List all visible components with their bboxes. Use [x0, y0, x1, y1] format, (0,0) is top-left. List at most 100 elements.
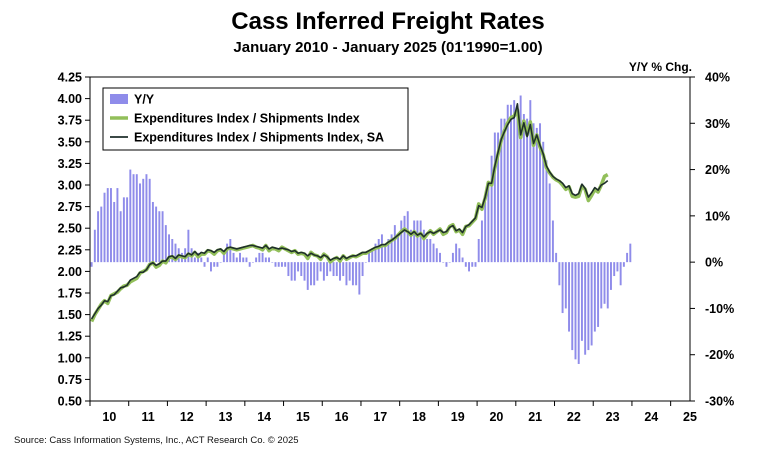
source-note: Source: Cass Information Systems, Inc., …: [14, 435, 299, 446]
yy-bar: [571, 262, 574, 351]
left-tick-label: 2.75: [58, 200, 82, 214]
x-tick-label: 14: [257, 410, 271, 424]
x-tick-label: 25: [683, 410, 697, 424]
yy-bar: [439, 252, 441, 263]
legend-label: Y/Y: [134, 93, 155, 107]
right-tick-label: 20%: [705, 163, 730, 177]
yy-bar: [271, 262, 274, 263]
yy-bar: [361, 262, 364, 277]
yy-bar: [493, 132, 496, 263]
yy-bar: [326, 262, 329, 277]
yy-bar: [274, 262, 277, 267]
yy-bar: [251, 262, 254, 263]
yy-bar: [129, 169, 132, 263]
yy-bar: [606, 262, 609, 309]
yy-bar: [277, 262, 280, 267]
left-tick-label: 3.00: [58, 179, 82, 193]
chart-subtitle: January 2010 - January 2025 (01'1990=1.0…: [233, 39, 543, 56]
yy-bar: [332, 262, 335, 277]
yy-bar: [116, 188, 119, 263]
yy-bar: [306, 262, 309, 290]
yy-bar: [145, 174, 148, 263]
yy-bar: [529, 100, 532, 263]
legend-label: Expenditures Index / Shipments Index: [134, 112, 360, 126]
yy-bar: [374, 243, 377, 263]
yy-bar: [174, 243, 177, 263]
yy-bar: [380, 234, 383, 263]
left-tick-label: 3.25: [58, 157, 82, 171]
yy-bar: [345, 262, 348, 286]
yy-bar: [142, 178, 145, 263]
yy-bar: [297, 262, 300, 272]
left-tick-label: 0.50: [58, 395, 82, 409]
yy-bar: [542, 141, 545, 263]
yy-bar: [503, 118, 506, 263]
yy-bar: [90, 262, 93, 267]
yy-bar: [577, 262, 580, 364]
yy-bar: [506, 104, 509, 263]
yy-bar: [164, 225, 167, 263]
yy-bar: [200, 257, 203, 263]
yy-bar: [539, 123, 541, 263]
yy-bar: [310, 262, 312, 286]
yy-bar: [206, 257, 209, 263]
yy-bar: [397, 234, 400, 263]
yy-bar: [280, 262, 283, 267]
yy-bar: [290, 262, 293, 281]
yy-bar: [122, 197, 125, 263]
yy-bar: [622, 262, 625, 267]
left-axis: 4.25 4.00 3.75 3.50 3.25 3.00 2.75 2.50 2.25 2.00…: [58, 71, 90, 409]
yy-bar: [168, 234, 170, 263]
right-tick-label: 30%: [705, 117, 730, 131]
x-tick-label: 13: [219, 410, 233, 424]
left-tick-label: 1.25: [58, 330, 82, 344]
right-axis-title: Y/Y % Chg.: [628, 60, 692, 74]
yy-bar: [93, 229, 96, 263]
x-tick-label: 11: [141, 410, 154, 424]
yy-bar: [603, 262, 606, 304]
yy-bar: [510, 104, 512, 263]
x-tick-label: 16: [335, 410, 349, 424]
right-tick-label: 40%: [705, 71, 730, 85]
yy-bar: [574, 262, 577, 360]
x-axis: 10 11 12 13 14 15 16 17 18 19 20 21 22 23 24 25: [89, 401, 697, 424]
right-tick-label: 10%: [705, 209, 730, 223]
yy-bar: [516, 104, 519, 263]
yy-bar: [113, 201, 116, 263]
yy-bar: [384, 243, 387, 263]
yy-bar: [464, 262, 467, 267]
x-tick-label: 18: [412, 410, 426, 424]
yy-bar: [451, 252, 454, 263]
yy-bar: [619, 262, 622, 286]
yy-bar: [377, 239, 380, 263]
yy-bar: [193, 257, 196, 263]
yy-bar: [555, 252, 558, 263]
yy-bar: [432, 243, 435, 263]
yy-bar: [158, 211, 161, 263]
left-tick-label: 4.25: [58, 71, 82, 85]
yy-bar: [313, 262, 316, 286]
yy-bar: [551, 220, 554, 263]
yy-bar: [545, 160, 548, 263]
yy-bar: [532, 123, 535, 263]
x-tick-label: 22: [567, 410, 581, 424]
legend-box: [102, 87, 409, 151]
yy-bar: [580, 262, 583, 341]
yy-bar: [419, 220, 422, 263]
legend-swatch-bar: [110, 94, 128, 104]
yy-bar: [406, 211, 409, 263]
x-tick-label: 24: [644, 410, 658, 424]
yy-bar: [403, 215, 406, 263]
index-lines: [89, 102, 609, 323]
yy-bar: [468, 262, 470, 272]
left-tick-label: 4.00: [58, 92, 82, 106]
yy-bar: [474, 262, 477, 267]
yy-bar: [484, 201, 487, 263]
yy-bar: [426, 239, 429, 263]
yy-bar: [597, 262, 600, 327]
yy-bar: [629, 243, 632, 263]
yy-bar: [268, 257, 270, 263]
yy-bar: [564, 262, 567, 309]
yy-bar: [497, 132, 500, 263]
yy-bar: [293, 262, 296, 281]
